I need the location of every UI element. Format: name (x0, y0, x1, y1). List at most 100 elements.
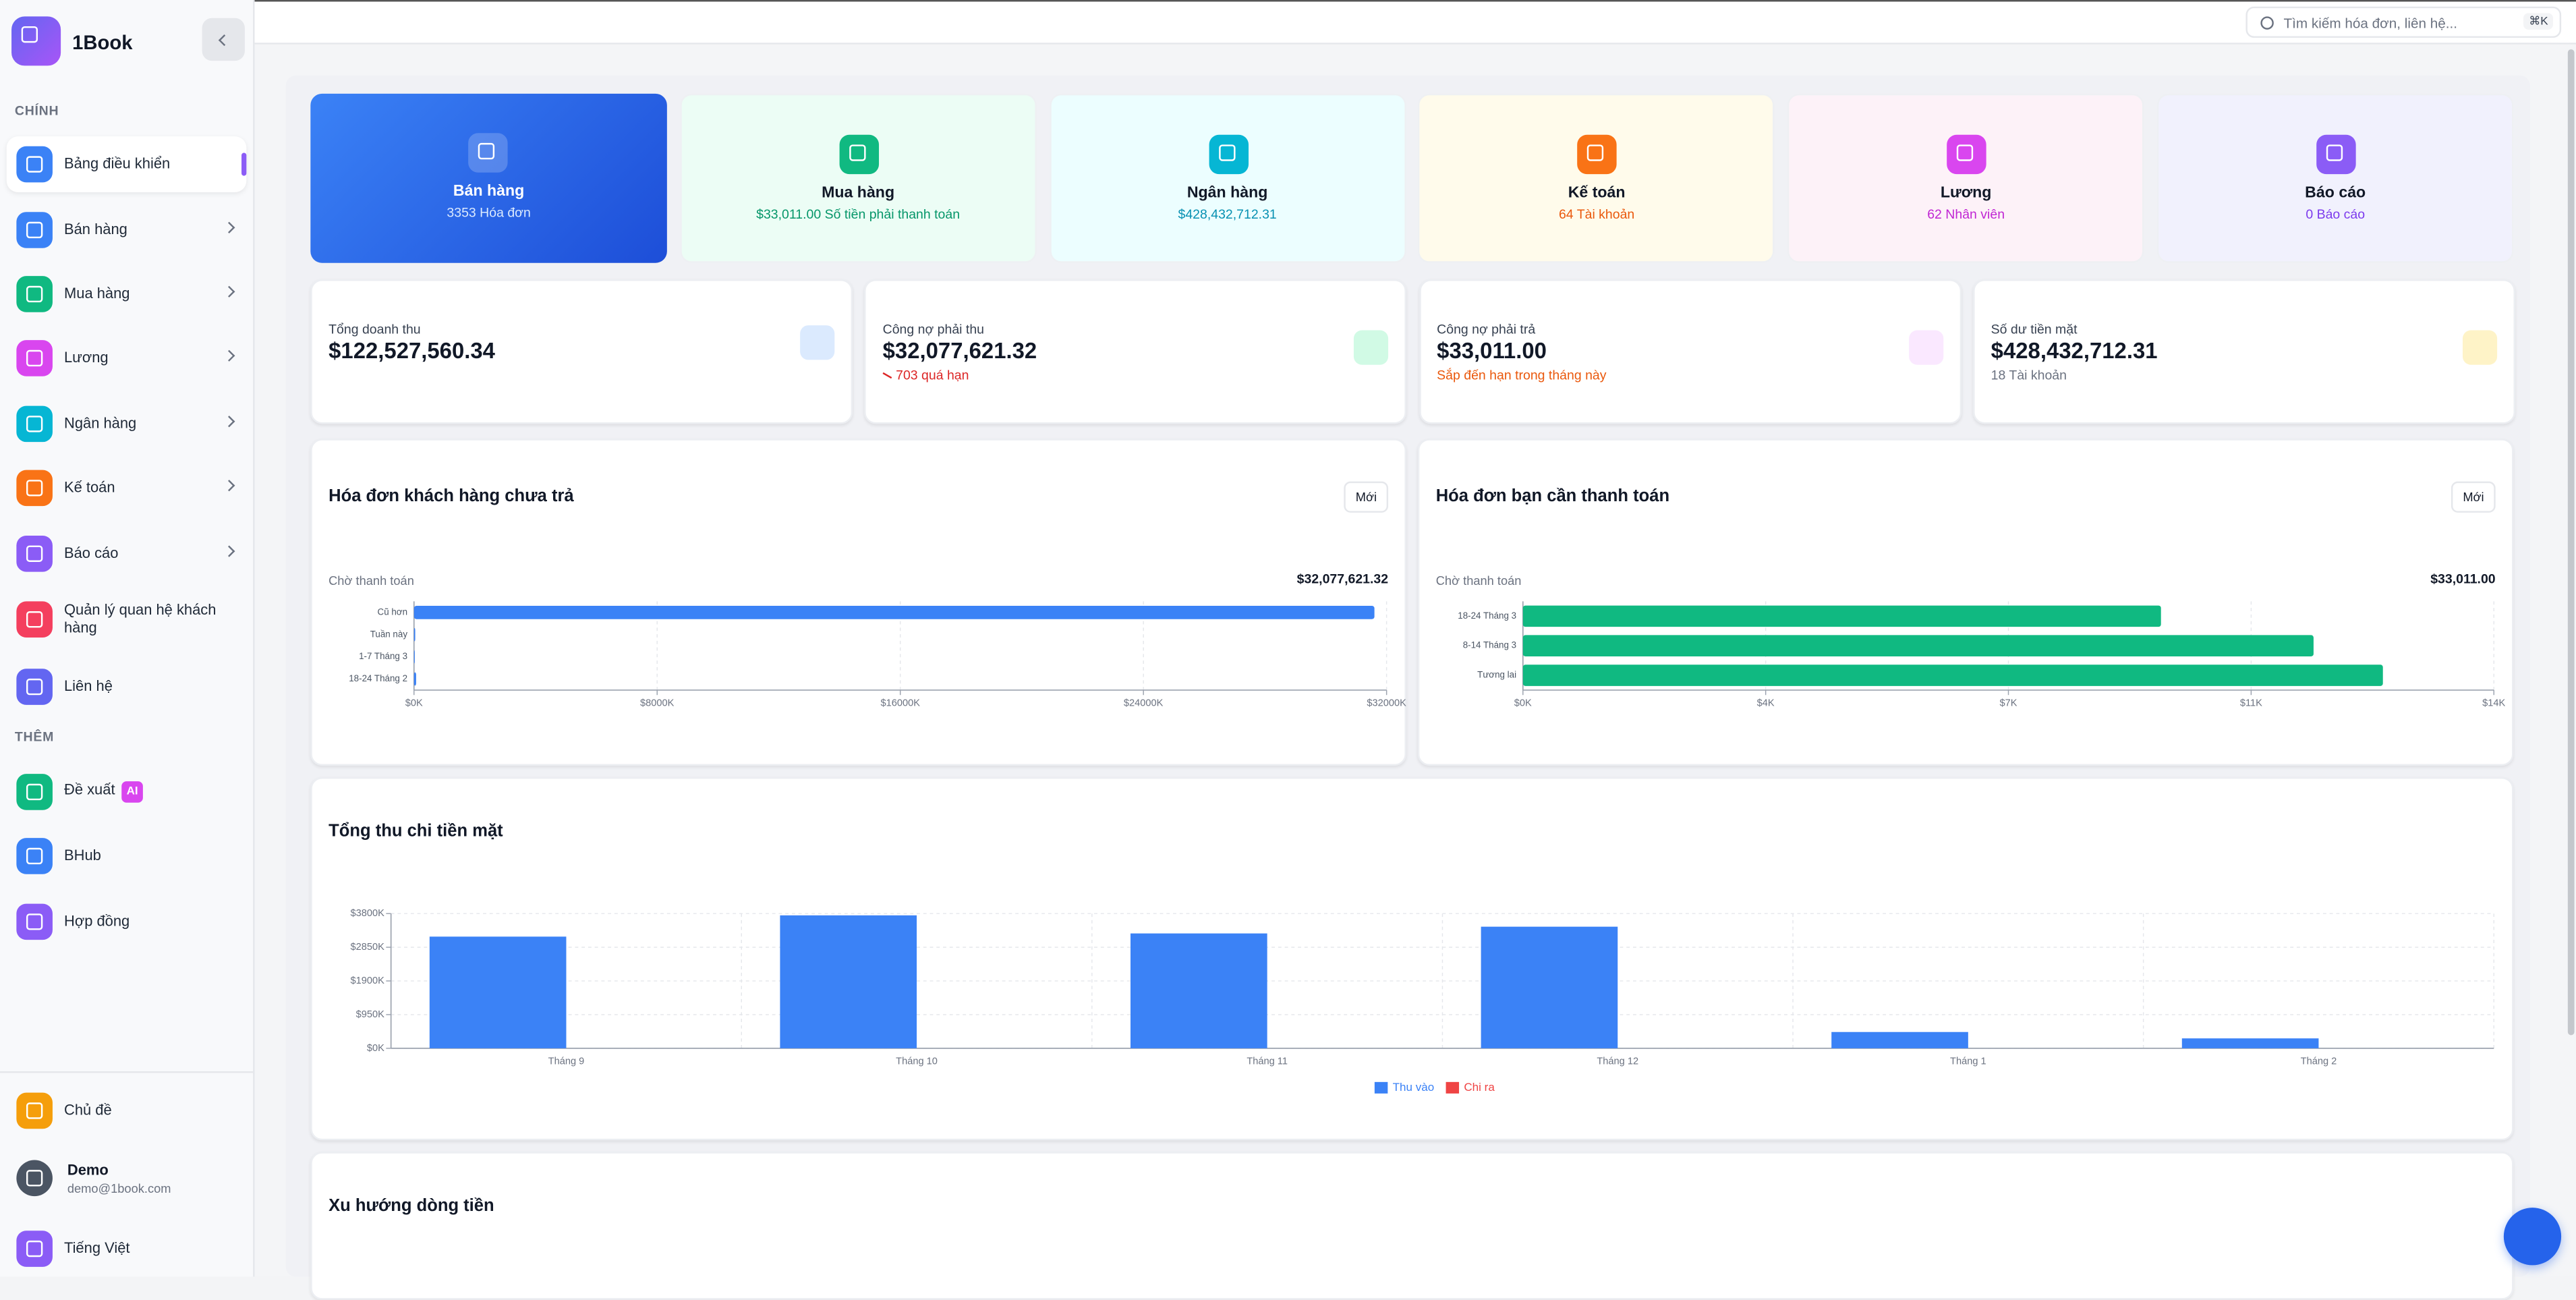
nav-item[interactable]: Báo cáo (7, 526, 247, 582)
cashflow-chart: $0K $950K $1900K $2850K $3800K Tháng 9 Tháng 1… (351, 908, 2494, 1094)
nav-item[interactable]: Quản lý quan hệ khách hàng (7, 592, 247, 648)
nav-item[interactable]: Kế toán (7, 460, 247, 516)
module-icon (839, 134, 879, 175)
nav-item[interactable]: Mua hàng (7, 266, 247, 322)
x-tick-label: Tháng 2 (2301, 1056, 2337, 1067)
stat-value: $33,011.00 (1437, 338, 1547, 364)
bar (1522, 605, 2161, 627)
payable-panel: Hóa đơn bạn cần thanh toán Mới Chờ thanh… (1417, 439, 2514, 766)
nav-item[interactable]: BHub (7, 828, 247, 884)
module-title: Kế toán (1568, 183, 1626, 202)
collapse-button[interactable] (202, 18, 245, 61)
y-tick-label: Tuần này (370, 629, 408, 639)
nav-item[interactable]: Lương (7, 331, 247, 387)
active-indicator (241, 152, 247, 176)
nav-icon (16, 903, 53, 940)
user-email: demo@1book.com (67, 1181, 171, 1197)
module-subtitle: 62 Nhân viên (1927, 206, 2005, 222)
trend-panel: Xu hướng dòng tiền (310, 1152, 2514, 1300)
nav-label: Kế toán (63, 478, 115, 496)
y-tick-label: $950K (356, 1009, 385, 1020)
stat-label: Tổng doanh thu (328, 322, 421, 337)
label: Tiếng Việt (63, 1239, 130, 1257)
stat-icon (1908, 330, 1943, 365)
stat-note: Sắp đến hạn trong tháng này (1437, 368, 1607, 383)
y-tick-label: 18-24 Tháng 2 (349, 673, 407, 683)
nav-icon (16, 838, 53, 874)
x-tick-label: $16000K (880, 698, 920, 708)
theme-toggle[interactable]: Chủ đề (7, 1083, 247, 1139)
brand: 1Book (72, 31, 133, 55)
y-tick-label: $3800K (351, 908, 385, 919)
module-title: Lương (1940, 183, 1992, 202)
language[interactable]: Tiếng Việt (7, 1221, 247, 1277)
stat-label: Số dư tiền mặt (1991, 322, 2078, 337)
x-tick-label: Tháng 11 (1247, 1056, 1288, 1067)
nav-label: Báo cáo (63, 544, 119, 561)
module-card[interactable]: Ngân hàng $428,432,712.31 (1049, 93, 1406, 263)
stat-card: Số dư tiền mặt $428,432,712.31 18 Tài khoả… (1972, 279, 2515, 424)
nav-icon (16, 669, 53, 705)
x-tick-label: $0K (1514, 698, 1532, 708)
x-tick-label: $11K (2240, 698, 2262, 708)
panel-title: Xu hướng dòng tiền (328, 1196, 494, 1216)
assistant-button[interactable] (2503, 1208, 2562, 1266)
stat-card: Công nợ phải trả $33,011.00 Sắp đến hạn tr… (1419, 279, 1962, 424)
payable-chart: $0K $4K $7K $11K $14K 18-24 Tháng 3 8-14 Tháng… (1458, 601, 2506, 708)
legend-label: Chi ra (1464, 1081, 1495, 1094)
new-button[interactable]: Mới (2451, 481, 2496, 513)
module-subtitle: 0 Báo cáo (2306, 206, 2366, 222)
module-card[interactable]: Bán hàng 3353 Hóa đơn (310, 93, 667, 263)
bar (1831, 1031, 1968, 1048)
x-tick-label: $8000K (640, 698, 675, 708)
nav-item[interactable]: Hợp đồng (7, 894, 247, 950)
nav-label: Mua hàng (63, 285, 130, 302)
module-card[interactable]: Báo cáo 0 Báo cáo (2156, 93, 2514, 263)
module-icon (1947, 134, 1987, 175)
module-icon (468, 133, 508, 173)
module-subtitle: $428,432,712.31 (1178, 206, 1277, 222)
module-card[interactable]: Kế toán 64 Tài khoản (1418, 93, 1775, 263)
stat-card: Tổng doanh thu $122,527,560.34 (310, 279, 853, 424)
sidebar: 1Book CHÍNH Bảng điều khiển Bán hàng Mua hà… (0, 0, 255, 1277)
nav-label: Đề xuất AI (64, 781, 229, 803)
y-tick-label: 18-24 Tháng 3 (1458, 611, 1516, 621)
new-button[interactable]: Mới (1344, 481, 1389, 513)
bar (429, 936, 567, 1048)
nav-item[interactable]: Bảng điều khiển (6, 136, 247, 192)
stat-label: Công nợ phải trả (1437, 322, 1536, 337)
x-tick-label: Tháng 12 (1597, 1056, 1638, 1067)
bar (413, 672, 416, 686)
stat-value: $32,077,621.32 (882, 338, 1037, 364)
nav-item[interactable]: Ngân hàng (7, 396, 247, 452)
stat-icon (800, 325, 835, 360)
y-tick-label: $1900K (351, 976, 385, 986)
module-card[interactable]: Lương 62 Nhân viên (1787, 93, 2144, 263)
nav-item[interactable]: Bán hàng (7, 202, 247, 258)
caption: Chờ thanh toán (1435, 573, 1522, 588)
module-card[interactable]: Mua hàng $33,011.00 Số tiền phải thanh to… (679, 93, 1037, 263)
receivable-chart: $0K $8000K $16000K $24000K $32000K Cũ hơn Tuần… (349, 601, 1406, 708)
search-box[interactable]: Tìm kiếm hóa đơn, liên hệ... ⌘K (2245, 6, 2562, 38)
nav-label: Liên hệ (63, 677, 113, 695)
nav-icon (16, 536, 53, 572)
nav-label: Ngân hàng (63, 414, 137, 432)
total: $32,077,621.32 (1296, 571, 1389, 587)
user[interactable]: Demo demo@1book.com (7, 1150, 247, 1206)
nav-label: BHub (63, 847, 101, 864)
module-icon (1208, 134, 1249, 175)
y-tick-label: 8-14 Tháng 3 (1463, 640, 1516, 650)
stat-label: Công nợ phải thu (882, 322, 985, 337)
stat-icon (1354, 330, 1389, 365)
nav-item[interactable]: Liên hệ (7, 659, 247, 715)
bar (1522, 635, 2314, 656)
y-tick-label: Tương lai (1477, 670, 1516, 680)
stat-note: 18 Tài khoản (1991, 368, 2067, 383)
section-title: THÊM (14, 729, 55, 745)
nav-item[interactable]: Đề xuất AI (7, 764, 247, 820)
nav-icon (16, 601, 53, 638)
stat-note: 703 quá hạn (896, 368, 969, 383)
legend-swatch (1446, 1081, 1460, 1094)
search-placeholder: Tìm kiếm hóa đơn, liên hệ... (2283, 14, 2458, 32)
